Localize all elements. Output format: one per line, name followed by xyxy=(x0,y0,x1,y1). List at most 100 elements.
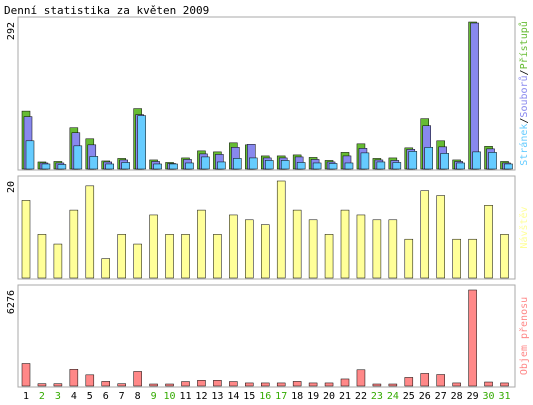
bar-visits xyxy=(245,219,254,279)
bar-stránek xyxy=(392,162,402,170)
bar-stránek xyxy=(312,162,322,170)
day-label: 1 xyxy=(23,391,29,402)
bar-stránek xyxy=(201,156,210,170)
bar-stránek xyxy=(233,158,242,170)
bar-stránek xyxy=(73,145,83,170)
bar-stránek xyxy=(408,151,418,170)
bar-visits xyxy=(292,209,302,279)
panel-volume: 6276 Objem přenosu xyxy=(6,284,530,388)
day-label: 5 xyxy=(87,391,93,402)
bar-visits xyxy=(340,209,350,279)
bar-stránek xyxy=(360,152,370,170)
bar-visits xyxy=(101,258,110,279)
day-label: 31 xyxy=(498,391,510,402)
bar-volume xyxy=(197,380,206,387)
day-label: 11 xyxy=(179,391,191,402)
panel-hits-ymax-label: 292 xyxy=(6,22,17,40)
bar-visits xyxy=(420,190,429,279)
side-label-part: / xyxy=(519,69,530,75)
bar-volume xyxy=(468,289,477,387)
bar-stránek xyxy=(153,163,162,170)
bar-volume xyxy=(388,383,398,387)
bar-volume xyxy=(340,378,350,387)
bar-visits xyxy=(165,234,174,279)
panel-volume-side-label: Objem přenosu xyxy=(518,297,530,375)
day-label: 10 xyxy=(164,391,176,402)
day-label: 27 xyxy=(435,391,447,402)
panel-hits-bars xyxy=(21,21,513,170)
bar-visits xyxy=(436,195,445,279)
panel-visits-ymax-label: 20 xyxy=(6,181,17,193)
bar-visits xyxy=(85,185,95,279)
bar-visits xyxy=(229,214,238,279)
bar-stránek xyxy=(265,160,274,170)
panel-visits-side-label: Návštěv xyxy=(518,206,530,248)
day-label: 19 xyxy=(307,391,319,402)
bar-visits xyxy=(356,214,366,279)
bar-visits xyxy=(181,234,190,279)
panel-visits-bars xyxy=(21,180,509,279)
day-label: 4 xyxy=(71,391,77,402)
bar-volume xyxy=(229,381,238,387)
bar-stránek xyxy=(280,160,290,170)
bar-stránek xyxy=(344,162,354,170)
day-label: 9 xyxy=(151,391,157,402)
bar-stránek xyxy=(376,161,386,170)
bar-visits xyxy=(500,234,509,279)
bar-stránek xyxy=(57,164,67,170)
day-label: 16 xyxy=(259,391,271,402)
bar-stránek xyxy=(424,147,433,170)
bar-volume xyxy=(181,381,190,387)
panel-hits: 292 Stránek/Souborů/Přístupů xyxy=(6,16,530,171)
chart-panels: 292 Stránek/Souborů/Přístupů 20 Návštěv 6276… xyxy=(6,16,530,388)
day-label: 24 xyxy=(387,391,399,402)
bar-visits xyxy=(37,234,47,279)
bar-stránek xyxy=(456,162,465,170)
bar-stránek xyxy=(121,162,130,170)
bar-stránek xyxy=(105,163,114,170)
bar-visits xyxy=(308,219,318,279)
panel-hits-side-label: Stránek/Souborů/Přístupů xyxy=(518,21,530,166)
bar-stránek xyxy=(25,140,35,170)
bar-volume xyxy=(404,377,414,387)
bar-volume xyxy=(356,369,366,387)
bar-volume xyxy=(37,383,47,387)
panel-volume-bars xyxy=(21,289,509,387)
bar-volume xyxy=(149,383,158,387)
day-label: 15 xyxy=(243,391,255,402)
bar-stránek xyxy=(472,151,481,170)
bar-volume xyxy=(261,382,270,387)
bar-volume xyxy=(484,381,493,387)
bar-volume xyxy=(53,383,63,387)
bar-visits xyxy=(404,238,414,279)
bar-visits xyxy=(213,234,222,279)
day-label: 26 xyxy=(419,391,431,402)
bar-volume xyxy=(213,380,222,387)
day-label: 30 xyxy=(483,391,495,402)
bar-visits xyxy=(276,180,286,279)
panel-volume-frame xyxy=(17,284,516,388)
day-label: 18 xyxy=(291,391,303,402)
day-label: 8 xyxy=(135,391,141,402)
bar-stránek xyxy=(89,156,99,170)
bar-visits xyxy=(133,243,142,279)
side-label-part: Návštěv xyxy=(518,206,530,248)
bar-volume xyxy=(133,371,142,387)
bar-stránek xyxy=(41,163,51,170)
bar-visits xyxy=(452,238,461,279)
bar-stránek xyxy=(328,163,338,170)
bar-visits xyxy=(53,243,63,279)
bar-volume xyxy=(420,373,429,387)
bar-visits xyxy=(372,219,382,279)
bar-volume xyxy=(452,382,461,387)
bar-stránek xyxy=(169,163,178,170)
day-label: 25 xyxy=(403,391,415,402)
bar-stránek xyxy=(504,163,513,170)
side-label-part: / xyxy=(519,118,530,124)
day-label: 3 xyxy=(55,391,61,402)
bar-visits xyxy=(261,224,270,279)
bar-volume xyxy=(324,382,334,387)
bar-stránek xyxy=(440,153,449,170)
bar-stránek xyxy=(185,162,194,170)
